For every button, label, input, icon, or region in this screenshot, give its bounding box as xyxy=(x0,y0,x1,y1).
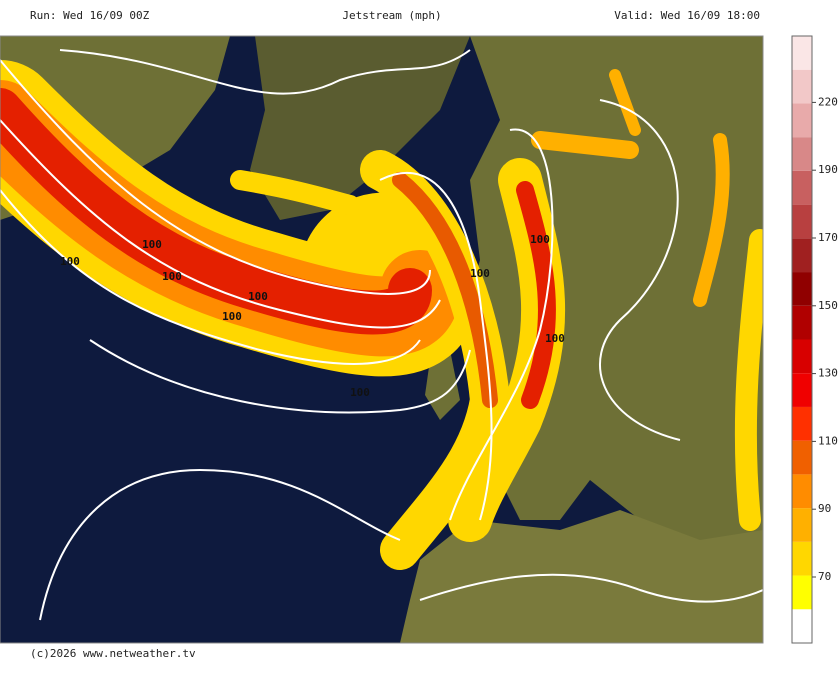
colorbar-swatch xyxy=(792,69,812,104)
colorbar: 70 90 110 130 150 170 190 220 xyxy=(791,35,838,644)
colorbar-label: 150 xyxy=(818,299,838,312)
colorbar-swatch xyxy=(792,406,812,441)
contour-label: 100 xyxy=(545,332,565,345)
colorbar-swatch xyxy=(792,36,812,70)
contour-labels: 100 100 100 100 100 100 100 100 100 xyxy=(60,233,565,399)
colorbar-label: 70 xyxy=(818,570,831,583)
colorbar-swatch xyxy=(792,373,812,407)
valid-label: Valid: Wed 16/09 18:00 xyxy=(614,9,760,22)
colorbar-swatch xyxy=(792,440,812,475)
jetstream xyxy=(0,60,763,570)
contours xyxy=(0,49,763,621)
contour-label: 100 xyxy=(162,270,182,283)
map: 100 100 100 100 100 100 100 100 100 xyxy=(0,35,764,644)
contour-label: 100 xyxy=(222,310,242,323)
colorbar-swatch xyxy=(792,575,812,610)
colorbar-label: 110 xyxy=(818,434,838,447)
footer-credit: (c)2026 www.netweather.tv xyxy=(30,647,196,660)
colorbar-swatch xyxy=(792,541,812,576)
colorbar-swatch xyxy=(792,609,812,643)
colorbar-swatch xyxy=(792,238,812,273)
map-frame xyxy=(0,35,764,644)
colorbar-frame xyxy=(791,35,813,644)
colorbar-label: 130 xyxy=(818,367,838,380)
contour-label: 100 xyxy=(248,290,268,303)
map-title: Jetstream (mph) xyxy=(342,9,441,22)
colorbar-swatch xyxy=(792,204,812,239)
colorbar-swatch xyxy=(792,474,812,509)
colorbar-swatch xyxy=(792,305,812,340)
colorbar-swatch xyxy=(792,103,812,138)
contour-label: 100 xyxy=(530,233,550,246)
colorbar-label: 90 xyxy=(818,502,831,515)
colorbar-swatch xyxy=(792,272,812,306)
contour-label: 100 xyxy=(60,255,80,268)
colorbar-label: 220 xyxy=(818,95,838,108)
contour-label: 100 xyxy=(470,267,490,280)
colorbar-label: 190 xyxy=(818,163,838,176)
colorbar-swatch xyxy=(792,508,812,542)
colorbar-swatch xyxy=(792,137,812,171)
run-label: Run: Wed 16/09 00Z xyxy=(30,9,150,22)
colorbar-label: 170 xyxy=(818,231,838,244)
contour-label: 100 xyxy=(350,386,370,399)
colorbar-swatch xyxy=(792,339,812,374)
colorbar-swatch xyxy=(792,170,812,205)
contour-label: 100 xyxy=(142,238,162,251)
